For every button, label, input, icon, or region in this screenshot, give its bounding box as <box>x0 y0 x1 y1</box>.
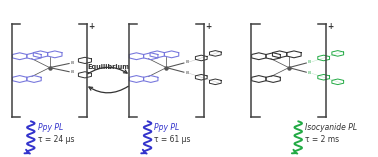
Text: N: N <box>71 70 74 74</box>
Text: +: + <box>205 22 211 32</box>
Text: Ppy PL: Ppy PL <box>37 123 63 132</box>
Text: +: + <box>327 22 334 32</box>
Text: τ = 24 μs: τ = 24 μs <box>37 135 74 144</box>
Text: N: N <box>308 71 311 75</box>
Text: Ppy PL: Ppy PL <box>154 123 180 132</box>
Text: Equilibrium: Equilibrium <box>87 64 129 70</box>
Text: N: N <box>186 60 189 64</box>
Text: Isocyanide PL: Isocyanide PL <box>305 123 357 132</box>
Text: +: + <box>88 22 94 32</box>
Text: τ = 2 ms: τ = 2 ms <box>305 135 339 144</box>
Text: N: N <box>186 71 189 75</box>
Text: τ = 61 μs: τ = 61 μs <box>154 135 191 144</box>
Text: N: N <box>71 61 74 65</box>
Text: N: N <box>308 60 311 64</box>
